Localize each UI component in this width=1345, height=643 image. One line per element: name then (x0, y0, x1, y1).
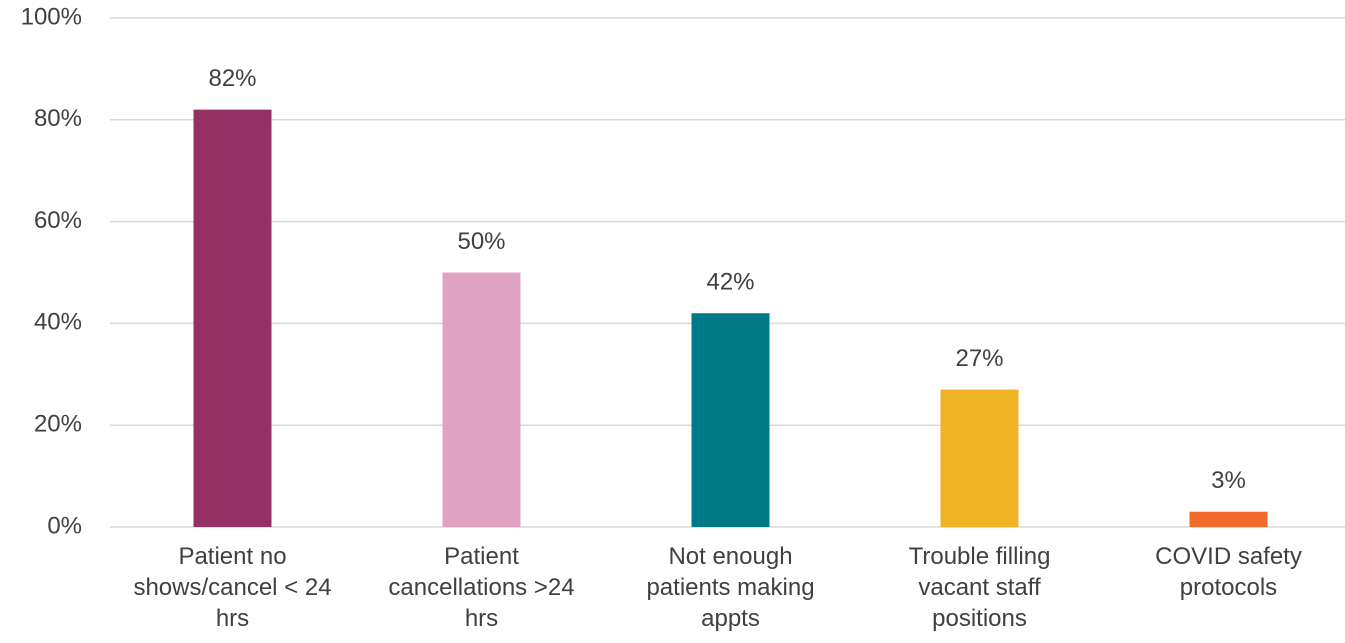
bar (193, 109, 272, 528)
x-tick-label: Not enough patients making appts (646, 543, 815, 632)
data-label: 3% (1211, 467, 1246, 494)
y-tick-label: 20% (34, 411, 82, 438)
bar (1189, 511, 1268, 527)
y-tick-label: 100% (21, 3, 82, 30)
y-tick-label: 80% (34, 105, 82, 132)
x-tick-label: Patient cancellations >24 hrs (388, 543, 575, 632)
bar (691, 313, 770, 527)
data-label: 27% (955, 345, 1003, 372)
x-tick-label: Trouble filling vacant staff positions (908, 543, 1051, 632)
bar (442, 272, 521, 527)
y-tick-label: 40% (34, 309, 82, 336)
x-tick-label: COVID safety protocols (1155, 543, 1302, 601)
y-tick-label: 0% (47, 512, 82, 539)
data-label: 82% (208, 65, 256, 92)
y-tick-label: 60% (34, 207, 82, 234)
x-tick-label: Patient no shows/cancel < 24 hrs (133, 543, 332, 632)
bar (940, 389, 1019, 527)
data-label: 42% (706, 269, 754, 296)
data-label: 50% (457, 228, 505, 255)
